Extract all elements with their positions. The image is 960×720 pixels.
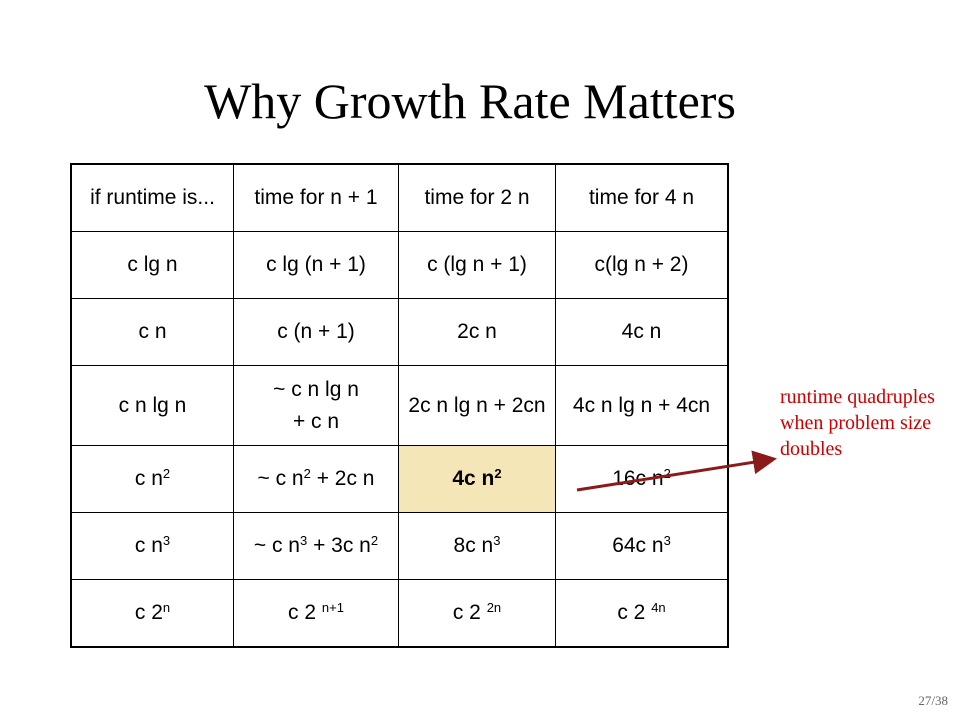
table-cell: c 2 4n [555, 579, 729, 648]
table-cell: c (lg n + 1) [398, 231, 556, 299]
cell-text: c 2 [617, 601, 652, 625]
header-cell: time for 4 n [555, 163, 729, 232]
slide-title: Why Growth Rate Matters [204, 73, 736, 129]
cell-text: c 2 [452, 601, 487, 625]
cell-text: ~ c n [253, 534, 300, 558]
table-cell: c n [70, 298, 234, 366]
cell-exponent: 3 [493, 533, 501, 549]
cell-text: c 2 [288, 601, 322, 625]
cell-text: c (n + 1) [277, 320, 355, 344]
highlighted-cell: 4c n2 [398, 445, 556, 513]
cell-text: c n [134, 467, 163, 491]
table-cell: 64c n3 [555, 512, 729, 580]
table-cell: c 2n [70, 579, 234, 648]
table-cell: ~ c n lg n + c n [233, 365, 399, 446]
cell-text: c 2 [134, 601, 163, 625]
cell-text: c(lg n + 2) [594, 253, 689, 277]
header-cell: time for 2 n [398, 163, 556, 232]
cell-text: ~ c n [257, 467, 304, 491]
cell-text: c lg n [127, 253, 178, 277]
table-row: c n c (n + 1) 2c n 4c n [70, 298, 729, 366]
table-row: c lg n c lg (n + 1) c (lg n + 1) c(lg n + 2… [70, 231, 729, 299]
table-row: c n lg n ~ c n lg n + c n 2c n lg n + 2cn 4c… [70, 365, 729, 446]
cell-text: 2c n [457, 320, 497, 344]
cell-line: ~ c n lg n [273, 378, 359, 402]
cell-text: + 3c n [307, 534, 371, 558]
cell-exponent: n+1 [321, 600, 344, 616]
table-cell: c n lg n [70, 365, 234, 446]
cell-exponent: 2 [663, 466, 671, 482]
table-row: c n3 ~ c n3 + 3c n2 8c n3 64c n3 [70, 512, 729, 580]
cell-text: c n [138, 320, 167, 344]
cell-exponent: 3 [663, 533, 671, 549]
table-cell: ~ c n3 + 3c n2 [233, 512, 399, 580]
cell-text: c (lg n + 1) [427, 253, 527, 277]
cell-exponent: 2 [370, 533, 379, 549]
cell-exponent: 3 [162, 533, 171, 549]
cell-line: + c n [292, 409, 340, 433]
table-cell: c (n + 1) [233, 298, 399, 366]
cell-text: c lg (n + 1) [266, 253, 366, 277]
cell-exponent: 2 [303, 466, 311, 482]
cell-text: 64c n [612, 534, 664, 558]
cell-text: + 2c n [310, 467, 375, 491]
cell-text: 4c n [452, 467, 495, 491]
cell-exponent: 2 [162, 466, 171, 482]
page-number: 27/38 [918, 693, 948, 708]
annotation-text: runtime quadruples when problem size dou… [780, 386, 935, 460]
cell-text: 2c n lg n + 2cn [408, 393, 546, 417]
table-cell: ~ c n2 + 2c n [233, 445, 399, 513]
cell-text: 8c n [453, 534, 494, 558]
table-cell: 8c n3 [398, 512, 556, 580]
cell-exponent: 2n [486, 600, 502, 616]
table-cell: 4c n lg n + 4cn [555, 365, 729, 446]
table-cell: c 2 2n [398, 579, 556, 648]
table-row: c n2~ c n2 + 2c n4c n216c n2 [70, 445, 729, 513]
cell-exponent: 3 [300, 533, 308, 549]
table-cell: 2c n lg n + 2cn [398, 365, 556, 446]
table-cell: c lg (n + 1) [233, 231, 399, 299]
cell-exponent: 2 [494, 466, 502, 482]
cell-text: c n lg n [118, 393, 187, 417]
growth-rate-table: if runtime is... time for n + 1 time for… [70, 163, 729, 648]
cell-text: c n [134, 534, 163, 558]
table-cell: c(lg n + 2) [555, 231, 729, 299]
cell-exponent: 4n [651, 600, 666, 616]
table-row: c 2n c 2 n+1 c 2 2n c 2 4n [70, 579, 729, 648]
cell-text: 4c n lg n + 4cn [572, 393, 711, 417]
cell-text: 4c n [621, 320, 662, 344]
table-cell: c 2 n+1 [233, 579, 399, 648]
table-cell: 2c n [398, 298, 556, 366]
cell-exponent: n [162, 600, 171, 616]
